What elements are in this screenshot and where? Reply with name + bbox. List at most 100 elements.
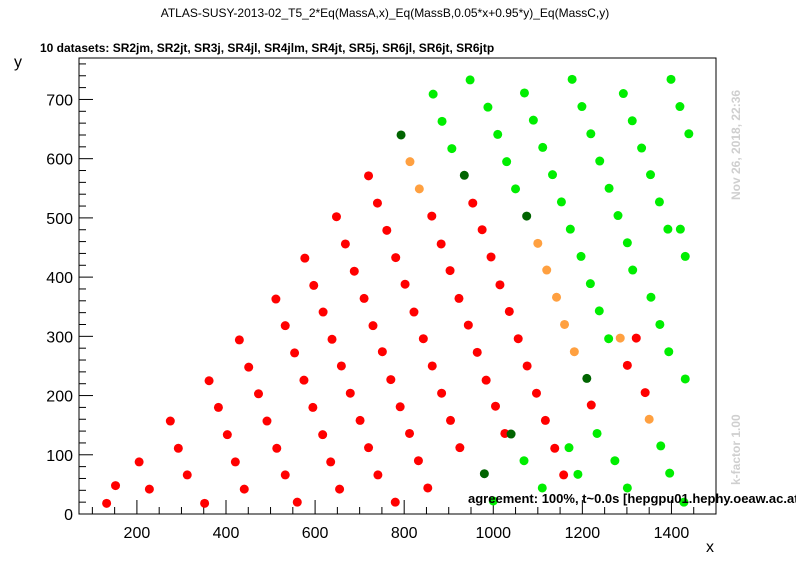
data-point-red xyxy=(463,320,473,330)
data-point-red xyxy=(239,484,249,494)
data-points xyxy=(102,74,694,508)
data-point-red xyxy=(309,280,319,290)
data-point-red xyxy=(413,456,423,466)
data-point-red xyxy=(377,347,387,357)
data-point-green xyxy=(556,197,566,207)
data-point-orange xyxy=(569,347,579,357)
data-point-red xyxy=(222,430,232,440)
data-point-red xyxy=(280,321,290,331)
data-point-red xyxy=(472,347,482,357)
data-point-green xyxy=(548,170,558,180)
data-point-green xyxy=(576,251,586,261)
data-point-orange xyxy=(405,157,415,167)
data-point-red xyxy=(213,402,223,412)
data-point-red xyxy=(134,457,144,467)
data-point-green xyxy=(646,170,656,180)
data-point-green xyxy=(628,265,638,275)
data-point-red xyxy=(318,307,328,317)
data-point-red xyxy=(382,225,392,235)
data-point-red xyxy=(391,253,401,263)
data-point-green xyxy=(637,143,647,153)
data-point-green xyxy=(680,251,690,261)
data-point-green xyxy=(665,468,675,478)
data-point-red xyxy=(359,293,369,303)
data-point-green xyxy=(663,224,673,234)
data-point-red xyxy=(331,212,341,222)
data-point-red xyxy=(390,497,400,507)
data-point-green xyxy=(675,224,685,234)
data-point-green xyxy=(528,115,538,125)
data-point-green xyxy=(675,102,685,112)
data-point-green xyxy=(573,469,583,479)
data-point-darkgreen xyxy=(459,170,469,180)
y-tick-label: 400 xyxy=(46,270,73,287)
y-axis: 0 100 200 300 400 500 600 700 xyxy=(46,63,93,524)
data-point-green xyxy=(618,89,628,99)
data-point-red xyxy=(173,443,183,453)
data-point-red xyxy=(436,239,446,249)
data-point-red xyxy=(336,361,346,371)
y-tick-label: 100 xyxy=(46,448,73,465)
data-point-red xyxy=(427,211,437,221)
data-point-green xyxy=(465,75,475,85)
y-tick-label: 0 xyxy=(64,507,73,524)
data-point-green xyxy=(493,129,503,139)
plot-frame xyxy=(78,57,717,515)
y-tick-label: 200 xyxy=(46,389,73,406)
data-point-red xyxy=(340,239,350,249)
data-point-green xyxy=(519,456,529,466)
data-point-red xyxy=(182,470,192,480)
data-point-red xyxy=(326,457,336,467)
data-point-red xyxy=(446,415,456,425)
data-point-red xyxy=(234,335,244,345)
data-point-red xyxy=(292,497,302,507)
data-point-green xyxy=(627,116,637,126)
data-point-green xyxy=(592,428,602,438)
data-point-green xyxy=(610,456,620,466)
data-point-red xyxy=(477,225,487,235)
x-tick-label: 1200 xyxy=(565,525,601,542)
data-point-green xyxy=(447,144,457,154)
data-point-red xyxy=(111,481,121,491)
data-point-red xyxy=(418,334,428,344)
data-point-red xyxy=(364,443,374,453)
data-point-red xyxy=(559,470,569,480)
data-point-red xyxy=(437,388,447,398)
data-point-red xyxy=(364,171,374,181)
data-point-red xyxy=(280,470,290,480)
data-point-green xyxy=(519,88,529,98)
data-point-green xyxy=(564,443,574,453)
data-point-red xyxy=(244,362,254,372)
data-point-green xyxy=(567,74,577,84)
data-point-green xyxy=(428,89,438,99)
data-point-red xyxy=(622,360,632,370)
y-tick-label: 700 xyxy=(46,92,73,109)
data-point-green xyxy=(565,224,575,234)
data-point-red xyxy=(327,334,337,344)
data-point-red xyxy=(395,402,405,412)
data-point-red xyxy=(308,402,318,412)
data-point-green xyxy=(585,279,595,289)
data-point-red xyxy=(409,307,419,317)
data-point-red xyxy=(468,198,478,208)
data-point-green xyxy=(664,347,674,357)
data-point-green xyxy=(684,129,694,139)
data-point-green xyxy=(654,197,664,207)
data-point-red xyxy=(495,280,505,290)
x-axis-label: x xyxy=(706,539,714,556)
data-point-darkgreen xyxy=(396,130,406,140)
data-point-red xyxy=(400,279,410,289)
data-point-green xyxy=(613,211,623,221)
data-point-red xyxy=(165,416,175,426)
data-point-red xyxy=(504,306,514,316)
data-point-red xyxy=(230,457,240,467)
data-point-darkgreen xyxy=(522,211,532,221)
data-point-green xyxy=(622,238,632,248)
data-point-red xyxy=(254,389,264,399)
data-point-red xyxy=(144,484,154,494)
data-point-red xyxy=(368,321,378,331)
data-point-red xyxy=(522,361,532,371)
data-point-red xyxy=(405,428,415,438)
data-point-red xyxy=(262,416,272,426)
